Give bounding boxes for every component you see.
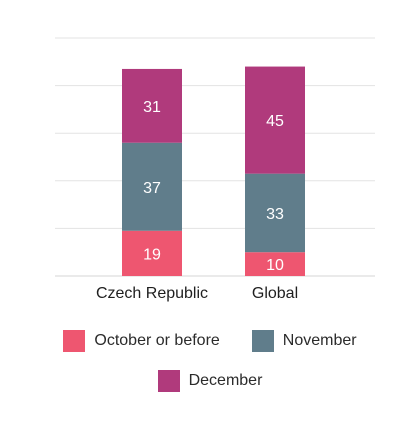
legend-row-2: December	[142, 370, 279, 392]
bar-segment	[245, 66, 305, 174]
bar-segment	[122, 68, 182, 143]
legend-item-december: December	[157, 370, 263, 392]
x-tick-label: Global	[252, 285, 298, 302]
legend-label-november: November	[282, 332, 357, 349]
data-label: 45	[266, 113, 284, 130]
legend-item-november: November	[251, 330, 357, 352]
data-label: 37	[143, 180, 161, 197]
legend-row-1: October or before November	[47, 330, 372, 352]
legend-item-october: October or before	[63, 330, 220, 352]
legend-swatch-october	[63, 330, 86, 352]
data-label: 31	[143, 99, 161, 116]
data-label: 10	[266, 257, 284, 274]
bar-segment	[245, 252, 305, 276]
legend: October or before November December	[0, 330, 420, 410]
legend-swatch-november	[251, 330, 274, 352]
data-label: 19	[143, 246, 161, 263]
bar-segment	[122, 142, 182, 231]
x-tick-label: Czech Republic	[96, 285, 208, 302]
legend-label-october: October or before	[94, 332, 220, 349]
legend-label-december: December	[188, 372, 263, 389]
bar-segment	[122, 230, 182, 276]
legend-swatch-december	[157, 370, 180, 392]
bar-segment	[245, 173, 305, 253]
data-label: 33	[266, 206, 284, 223]
stacked-bar-chart: 19 37 31 Czech Republic 10 33 45 Global	[55, 37, 375, 302]
